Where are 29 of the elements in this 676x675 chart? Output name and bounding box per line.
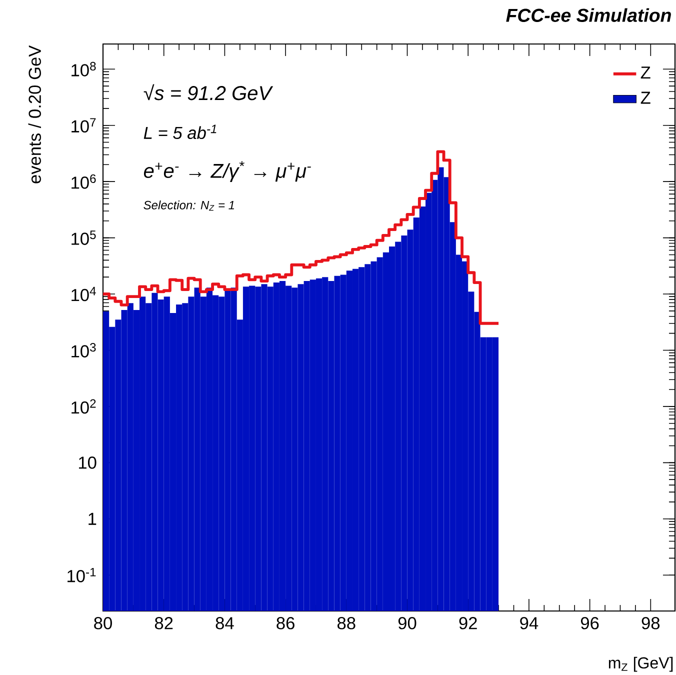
annotation: √s = 91.2 GeV bbox=[144, 84, 274, 100]
annotation: L = 5 ab$^{-1}$ bbox=[144, 124, 216, 140]
x-tick-label: 94 bbox=[520, 617, 538, 630]
chart-title: FCC-ee Simulation bbox=[506, 8, 671, 22]
x-tick-label: 98 bbox=[642, 617, 660, 630]
text: e$^{+}$e$^{-}$ → Z/γ$^{*}$ → μ$^{+}$μ$^{-}$ bbox=[144, 161, 311, 182]
legend-label: Z bbox=[640, 66, 650, 79]
y-tick-label: 10$^{7}$ bbox=[72, 118, 96, 133]
x-tick-label: 92 bbox=[459, 617, 477, 630]
legend-label: Z bbox=[640, 92, 650, 104]
y-tick-label: 10$^{5}$ bbox=[72, 230, 96, 245]
y-tick-label: 10$^{-1}$ bbox=[68, 568, 96, 582]
x-axis-title: m$_{Z}$ [GeV] bbox=[608, 656, 673, 672]
x-tick-label: 82 bbox=[154, 617, 173, 630]
y-tick-label: 10$^{8}$ bbox=[72, 62, 96, 76]
y-axis-title: events / 0.20 GeV bbox=[28, 45, 41, 184]
y-tick-label: 10 bbox=[79, 456, 96, 469]
y-tick-label: 10$^{6}$ bbox=[72, 174, 96, 189]
x-tick-label: 86 bbox=[276, 617, 294, 630]
x-tick-label: 96 bbox=[580, 617, 599, 630]
y-tick-label: 10$^{4}$ bbox=[72, 286, 96, 302]
x-tick-label: 80 bbox=[94, 617, 112, 630]
y-tick-label: 10$^{3}$ bbox=[72, 343, 96, 358]
y-tick-label: 10$^{2}$ bbox=[72, 399, 96, 414]
annotation: Selection: N$_{Z}$ = 1 bbox=[144, 200, 234, 211]
x-tick-label: 88 bbox=[338, 617, 356, 630]
x-tick-label: 84 bbox=[216, 617, 234, 630]
y-tick-label: 1 bbox=[88, 512, 96, 525]
x-tick-label: 90 bbox=[398, 617, 416, 630]
